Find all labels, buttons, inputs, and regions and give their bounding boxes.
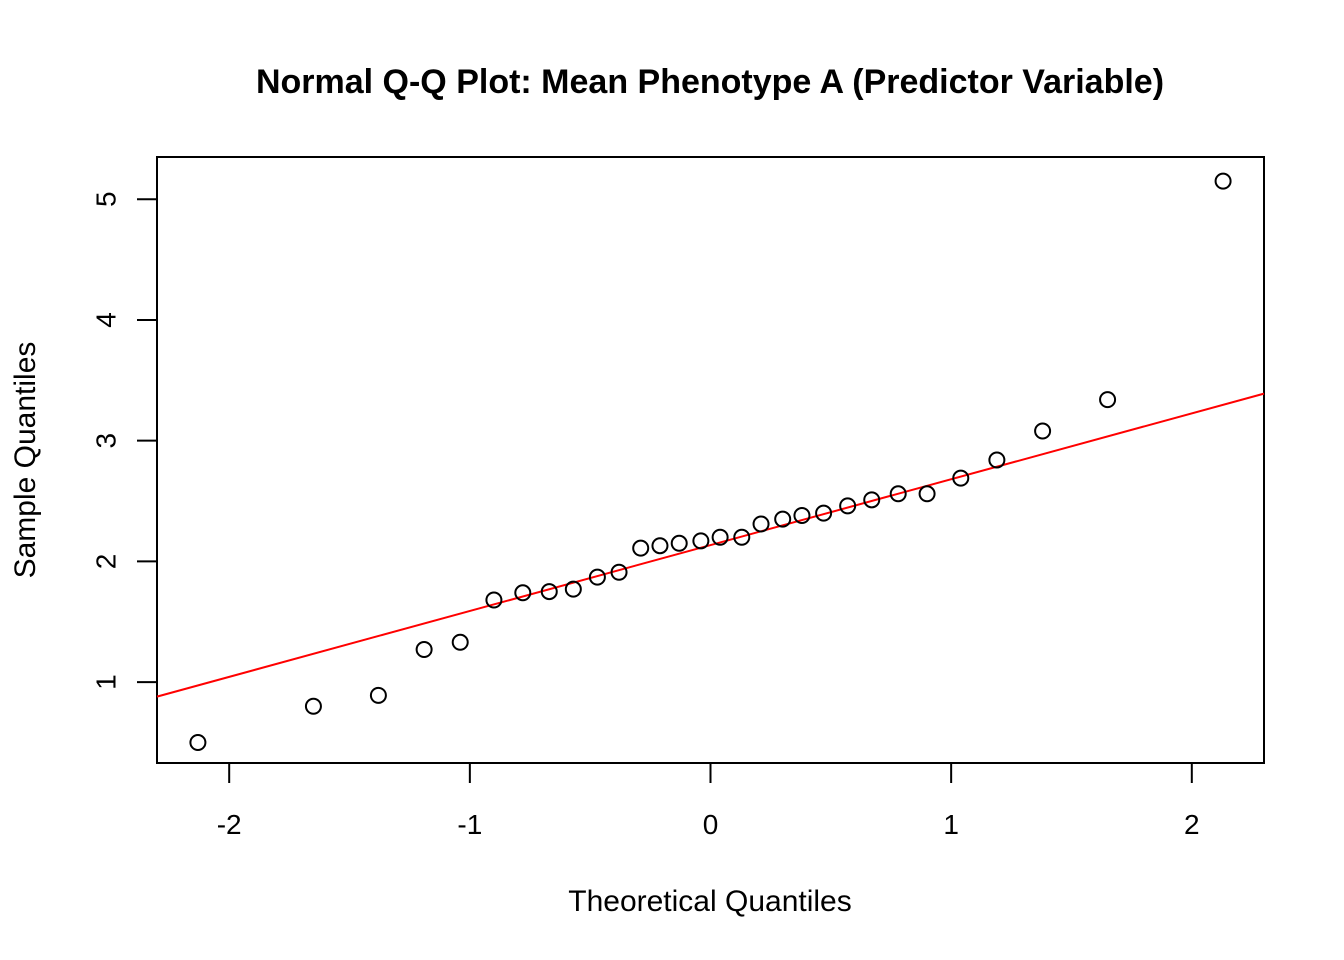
data-point-16 xyxy=(733,528,751,546)
x-tick-label-1: -1 xyxy=(457,809,482,840)
data-point-5 xyxy=(485,591,503,609)
data-point-24 xyxy=(918,485,936,503)
chart-title: Normal Q-Q Plot: Mean Phenotype A (Predi… xyxy=(256,63,1164,101)
y-axis-label: Sample Quantiles xyxy=(9,342,42,579)
data-point-23 xyxy=(889,485,907,503)
x-tick-label-4: 2 xyxy=(1184,809,1200,840)
data-point-2 xyxy=(369,686,387,704)
x-tick-label-2: 0 xyxy=(703,809,719,840)
data-point-22 xyxy=(863,491,881,509)
points-layer xyxy=(189,172,1232,751)
data-point-19 xyxy=(793,507,811,525)
reference-line-layer xyxy=(156,392,1265,698)
data-point-9 xyxy=(588,568,606,586)
y-tick-label-2: 3 xyxy=(90,433,121,449)
qq-reference-line xyxy=(156,392,1265,698)
data-point-11 xyxy=(632,539,650,557)
y-tick-label-3: 4 xyxy=(90,312,121,328)
data-point-14 xyxy=(692,532,710,550)
x-tick-label-3: 1 xyxy=(943,809,959,840)
data-point-10 xyxy=(610,563,628,581)
y-tick-label-1: 2 xyxy=(90,554,121,570)
y-tick-label-0: 1 xyxy=(90,674,121,690)
plot-frame xyxy=(156,156,1265,764)
data-point-27 xyxy=(1034,422,1052,440)
data-point-6 xyxy=(514,584,532,602)
data-point-28 xyxy=(1099,391,1117,409)
data-point-4 xyxy=(451,633,469,651)
data-point-13 xyxy=(670,534,688,552)
data-point-12 xyxy=(651,537,669,555)
data-point-18 xyxy=(774,510,792,528)
data-point-25 xyxy=(952,469,970,487)
data-point-26 xyxy=(988,451,1006,469)
data-point-8 xyxy=(564,580,582,598)
x-axis: -2 -1 0 1 2 xyxy=(217,763,1200,840)
data-point-20 xyxy=(815,504,833,522)
data-point-29 xyxy=(1214,172,1232,190)
x-tick-label-0: -2 xyxy=(217,809,242,840)
data-point-15 xyxy=(711,528,729,546)
y-tick-label-4: 5 xyxy=(90,191,121,207)
data-point-3 xyxy=(415,641,433,659)
x-axis-label: Theoretical Quantiles xyxy=(568,885,851,918)
data-point-17 xyxy=(752,515,770,533)
data-point-21 xyxy=(839,497,857,515)
data-point-1 xyxy=(304,697,322,715)
data-point-7 xyxy=(540,583,558,601)
data-point-0 xyxy=(189,733,207,751)
y-axis: 1 2 3 4 5 xyxy=(90,191,157,690)
